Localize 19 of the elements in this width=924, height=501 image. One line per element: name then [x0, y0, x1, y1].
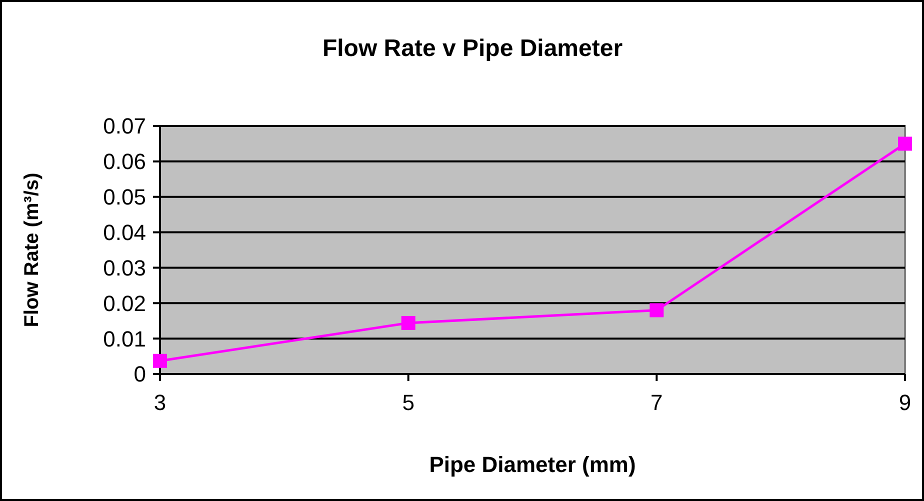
y-tick-label: 0.05: [103, 184, 146, 210]
x-tick-label: 9: [898, 390, 912, 415]
point: [401, 316, 416, 330]
y-tick-label: 0: [134, 362, 146, 387]
x-tick-label: 5: [402, 390, 414, 415]
point: [650, 303, 664, 318]
point: [898, 136, 912, 151]
y-tick-label: 0.01: [103, 326, 146, 352]
y-tick-label: 0.07: [103, 114, 146, 139]
chart-title: Flow Rate v Pipe Diameter: [322, 35, 623, 62]
y-axis-title: Flow Rate (m³/s): [21, 172, 43, 328]
y-tick-label: 0.04: [103, 220, 146, 245]
y-tick-label: 0.06: [103, 149, 146, 174]
x-tick-label: 3: [154, 390, 166, 415]
point: [153, 354, 167, 368]
y-tick-label: 0.03: [103, 255, 146, 280]
y-tick-label: 0.02: [103, 290, 146, 316]
x-axis-title: Pipe Diameter (mm): [429, 452, 636, 477]
x-tick-label: 7: [650, 390, 663, 415]
